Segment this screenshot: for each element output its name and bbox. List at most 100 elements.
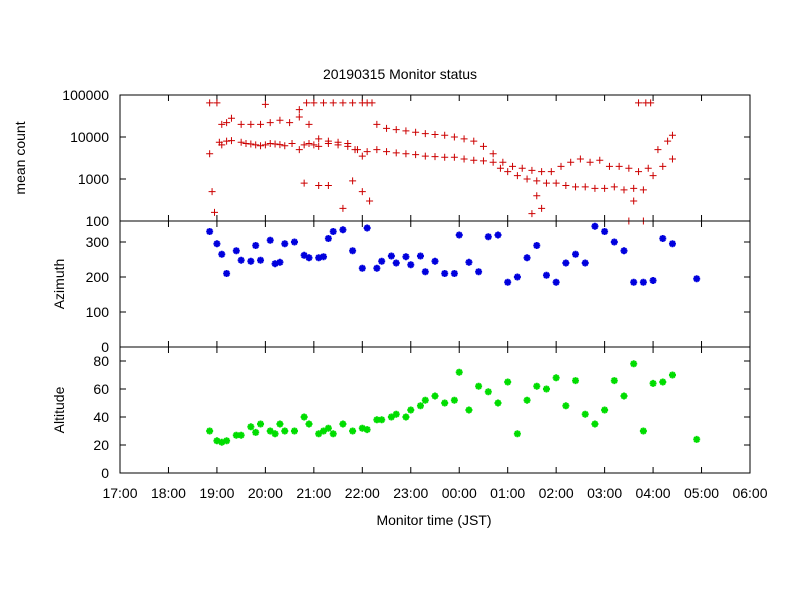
data-point (460, 135, 468, 143)
data-point (358, 152, 366, 160)
data-point (542, 385, 550, 393)
data-point (581, 183, 589, 191)
data-point (605, 162, 613, 170)
data-point (339, 420, 347, 428)
points-altitude (206, 360, 701, 446)
data-point (494, 231, 502, 239)
x-tick-label: 04:00 (636, 485, 671, 501)
data-point (324, 137, 332, 145)
data-point (223, 437, 231, 445)
data-point (421, 130, 429, 138)
data-point (310, 99, 318, 107)
data-point (402, 127, 410, 135)
data-point (523, 396, 531, 404)
data-point (576, 155, 584, 163)
data-point (373, 264, 381, 272)
data-point (373, 416, 381, 424)
data-point (601, 184, 609, 192)
data-point (513, 172, 521, 180)
data-point (363, 148, 371, 156)
data-point (232, 431, 240, 439)
y-axis-label: Azimuth (51, 259, 67, 310)
data-point (276, 258, 284, 266)
data-point (528, 210, 536, 218)
data-point (366, 197, 374, 205)
points-azimuth (206, 222, 701, 286)
data-point (465, 258, 473, 266)
data-point (206, 150, 214, 158)
data-point (213, 240, 221, 248)
data-point (213, 437, 221, 445)
data-point (266, 236, 274, 244)
data-point (232, 247, 240, 255)
data-point (281, 427, 289, 435)
data-point (358, 264, 366, 272)
y-tick-label: 300 (86, 234, 110, 250)
data-point (484, 388, 492, 396)
data-point (630, 184, 638, 192)
data-point (533, 242, 541, 249)
data-point (208, 188, 216, 196)
data-point (455, 368, 463, 376)
x-tick-label: 20:00 (248, 485, 283, 501)
data-point (363, 224, 371, 232)
data-point (586, 158, 594, 166)
data-point (358, 424, 366, 432)
data-point (504, 168, 512, 176)
x-tick-label: 17:00 (102, 485, 137, 501)
panel-3: 0 20 40 60 80 Altitude (51, 346, 751, 481)
data-point (344, 142, 352, 150)
data-point (237, 256, 245, 264)
data-point (363, 426, 371, 434)
data-point (620, 392, 628, 400)
chart-title: 20190315 Monitor status (323, 66, 477, 82)
data-point (421, 268, 429, 276)
data-point (252, 428, 260, 436)
data-point (693, 275, 701, 283)
data-point (368, 99, 376, 107)
data-point (647, 99, 655, 107)
data-point (257, 256, 265, 264)
data-point (300, 179, 308, 187)
data-point (378, 416, 386, 424)
data-point (523, 175, 531, 183)
y-tick-label: 100000 (62, 87, 109, 103)
data-point (538, 168, 546, 176)
data-point (489, 158, 497, 166)
y-tick-label: 80 (93, 353, 109, 369)
data-point (349, 177, 357, 185)
data-point (261, 141, 269, 149)
data-point (206, 427, 214, 435)
data-point (552, 278, 560, 286)
data-point (620, 186, 628, 194)
data-point (281, 240, 289, 248)
data-point (479, 157, 487, 165)
data-point (504, 378, 512, 386)
data-point (630, 360, 638, 368)
data-point (303, 99, 311, 107)
x-tick-label: 01:00 (490, 485, 525, 501)
data-point (320, 253, 328, 261)
data-point (281, 142, 289, 150)
y-tick-label: 200 (86, 269, 110, 285)
data-point (324, 182, 332, 190)
data-point (247, 120, 255, 128)
data-point (305, 120, 313, 128)
y-tick-label: 100 (86, 304, 110, 320)
data-point (557, 162, 565, 170)
data-point (392, 126, 400, 134)
x-tick-label: 06:00 (732, 485, 767, 501)
data-point (378, 257, 386, 265)
data-point (349, 247, 357, 255)
data-point (668, 371, 676, 379)
data-point (349, 427, 357, 435)
x-tick-label: 18:00 (151, 485, 186, 501)
data-point (494, 399, 502, 407)
data-point (644, 164, 652, 172)
data-point (324, 235, 332, 242)
data-point (518, 164, 526, 172)
data-point (668, 240, 676, 248)
data-point (290, 238, 298, 246)
data-point (252, 141, 260, 149)
